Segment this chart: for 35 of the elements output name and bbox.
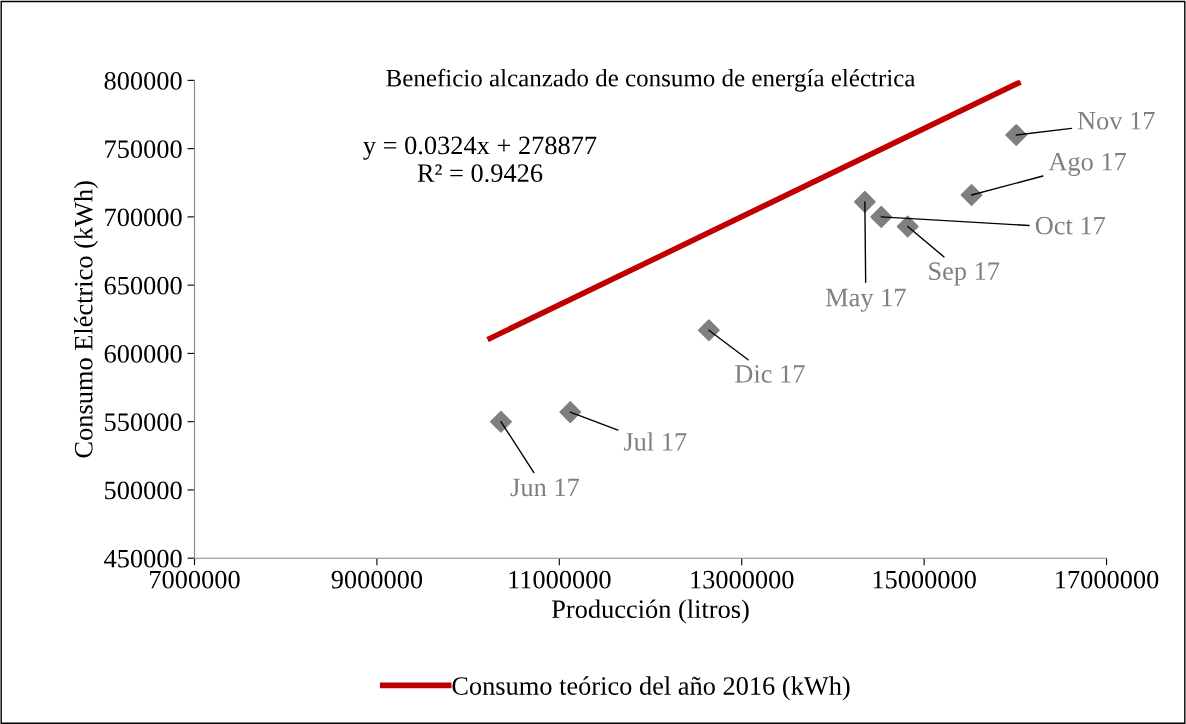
data-label: Dic 17 — [735, 365, 805, 383]
y-tick-label: 700000 — [105, 208, 182, 227]
y-tick-label: 750000 — [105, 140, 182, 159]
y-tick-label: 500000 — [105, 481, 182, 500]
point — [559, 401, 582, 424]
data-label: Nov 17 — [1077, 111, 1155, 130]
x-tick-label: 13000000 — [691, 570, 794, 589]
data-label: Jun 17 — [510, 478, 580, 497]
data-label: Ago 17 — [1048, 152, 1127, 177]
point — [1005, 123, 1028, 146]
y-axis-title: Consumo Eléctrico (kWh) — [74, 181, 98, 458]
y-tick-label: 550000 — [105, 413, 182, 432]
data-label: Oct 17 — [1035, 216, 1106, 235]
chart-title: Beneficio alcanzado de consumo de energía eléctrica — [386, 68, 916, 92]
x-tick-label: 17000000 — [1056, 570, 1159, 589]
annotation: y = 0.0324x + 278877 R² = 0.9426 — [363, 136, 597, 183]
x-axis-title: Producción (litros) — [551, 599, 749, 624]
point — [960, 184, 983, 207]
point — [896, 215, 919, 238]
point — [870, 205, 893, 228]
point — [697, 319, 720, 342]
data-label: Sep 17 — [929, 262, 1000, 286]
y-tick-label: 650000 — [104, 276, 182, 295]
x-tick-label: 11000000 — [509, 570, 611, 589]
y-tick-label: 800000 — [104, 71, 182, 90]
legend-label: Consumo teórico del año 2016 (kWh) — [452, 676, 850, 701]
y-tick-label: 450000 — [104, 549, 182, 568]
point — [853, 190, 876, 213]
data-label: May 17 — [825, 288, 906, 312]
x-tick-label: 15000000 — [873, 570, 976, 589]
x-tick-label: 7000000 — [150, 570, 240, 589]
x-tick-label: 9000000 — [331, 570, 423, 589]
point — [489, 410, 512, 433]
data-label: Jul 17 — [623, 432, 687, 451]
y-tick-label: 600000 — [104, 345, 182, 363]
